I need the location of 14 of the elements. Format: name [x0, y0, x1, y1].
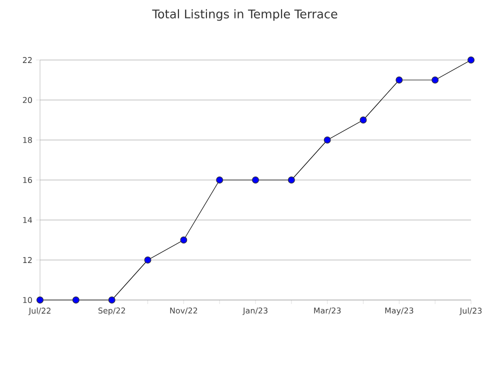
point: [324, 136, 331, 144]
point: [252, 176, 260, 184]
point: [180, 236, 188, 244]
point: [72, 296, 80, 304]
point: [144, 256, 152, 264]
point: [108, 296, 116, 304]
point: [288, 176, 295, 184]
point: [468, 56, 475, 64]
point: [432, 76, 439, 84]
point: [216, 176, 224, 184]
point: [36, 296, 44, 304]
chart-title: Total Listings in Temple Terrace: [152, 9, 338, 21]
point: [396, 76, 403, 84]
point: [360, 116, 367, 124]
